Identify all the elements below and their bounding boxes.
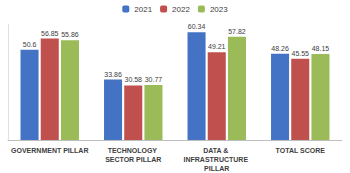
svg-text:48.26: 48.26: [271, 45, 289, 52]
svg-text:PILLAR: PILLAR: [204, 165, 229, 172]
svg-text:55.86: 55.86: [61, 31, 79, 38]
svg-text:30.58: 30.58: [124, 76, 142, 83]
svg-text:50.6: 50.6: [23, 41, 37, 48]
svg-text:49.21: 49.21: [208, 43, 226, 50]
svg-text:33.86: 33.86: [104, 71, 122, 78]
svg-text:2021: 2021: [134, 5, 152, 14]
svg-text:DATA &: DATA &: [203, 147, 230, 154]
svg-text:2023: 2023: [210, 5, 228, 14]
svg-text:SECTOR PILLAR: SECTOR PILLAR: [105, 156, 161, 163]
svg-text:GOVERNMENT PILLAR: GOVERNMENT PILLAR: [11, 147, 88, 154]
svg-text:INFRASTRUCTURE: INFRASTRUCTURE: [184, 156, 251, 163]
svg-text:60.34: 60.34: [188, 23, 206, 30]
svg-text:2022: 2022: [172, 5, 190, 14]
svg-text:57.82: 57.82: [228, 28, 246, 35]
svg-text:45.55: 45.55: [291, 50, 309, 57]
svg-text:TECHNOLOGY: TECHNOLOGY: [108, 147, 159, 154]
svg-text:48.15: 48.15: [312, 45, 330, 52]
svg-text:TOTAL SCORE: TOTAL SCORE: [276, 147, 326, 154]
svg-text:56.85: 56.85: [41, 30, 59, 37]
svg-text:30.77: 30.77: [145, 76, 163, 83]
